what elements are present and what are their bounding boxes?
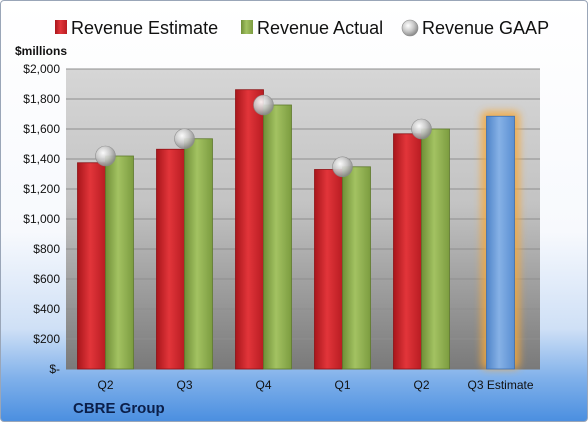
legend-label-actual: Revenue Actual — [257, 18, 383, 38]
gridlines — [66, 68, 540, 370]
gaap-marker — [174, 128, 195, 150]
bar-revenue-actual — [421, 128, 450, 370]
y-tick-label: $1,800 — [23, 92, 60, 106]
x-axis-labels: Q2 Q3 Q4 Q1 Q2 Q3 Estimate — [97, 378, 533, 392]
bar-revenue-estimate — [314, 169, 343, 370]
y-tick-label: $1,400 — [23, 152, 60, 166]
x-tick-label: Q4 — [255, 378, 271, 392]
y-tick-label: $2,000 — [23, 62, 60, 76]
bar-revenue-estimate — [77, 162, 106, 370]
bar-revenue-actual — [184, 138, 213, 370]
y-tick-label: $600 — [33, 272, 60, 286]
bar-revenue-actual — [263, 104, 292, 370]
x-tick-label: Q3 — [176, 378, 192, 392]
y-tick-label: $200 — [33, 332, 60, 346]
y-tick-label: $1,000 — [23, 212, 60, 226]
x-tick-label: Q2 — [413, 378, 429, 392]
bar-revenue-actual — [342, 166, 371, 370]
y-tick-label: $- — [49, 362, 60, 376]
gaap-marker — [411, 118, 432, 140]
y-tick-label: $1,600 — [23, 122, 60, 136]
x-tick-label: Q1 — [334, 378, 350, 392]
legend-label-gaap: Revenue GAAP — [422, 18, 549, 38]
legend: Revenue Estimate Revenue Actual Revenue … — [55, 18, 549, 38]
gaap-markers — [95, 94, 432, 178]
gaap-marker — [95, 145, 116, 167]
bar-revenue-actual — [105, 155, 134, 370]
legend-marker-gaap — [401, 19, 419, 37]
y-tick-label: $1,200 — [23, 182, 60, 196]
bar-revenue-estimate — [235, 89, 264, 370]
y-tick-label: $800 — [33, 242, 60, 256]
bar-revenue-estimate — [156, 148, 185, 370]
gaap-marker — [253, 94, 274, 116]
company-name: CBRE Group — [73, 400, 165, 417]
y-tick-label: $400 — [33, 302, 60, 316]
legend-label-estimate: Revenue Estimate — [71, 18, 218, 38]
bars — [77, 89, 520, 370]
bar-revenue-forecast — [486, 115, 515, 370]
gaap-marker — [332, 156, 353, 178]
unit-label: $millions — [15, 44, 67, 58]
bar-revenue-estimate — [393, 133, 422, 370]
y-axis-labels: $- $200 $400 $600 $800 $1,000 $1,200 $1,400 $1,6… — [23, 62, 60, 376]
x-tick-label: Q2 — [97, 378, 113, 392]
x-tick-label: Q3 Estimate — [467, 378, 533, 392]
legend-swatch-estimate — [55, 20, 67, 34]
legend-swatch-actual — [241, 20, 253, 34]
